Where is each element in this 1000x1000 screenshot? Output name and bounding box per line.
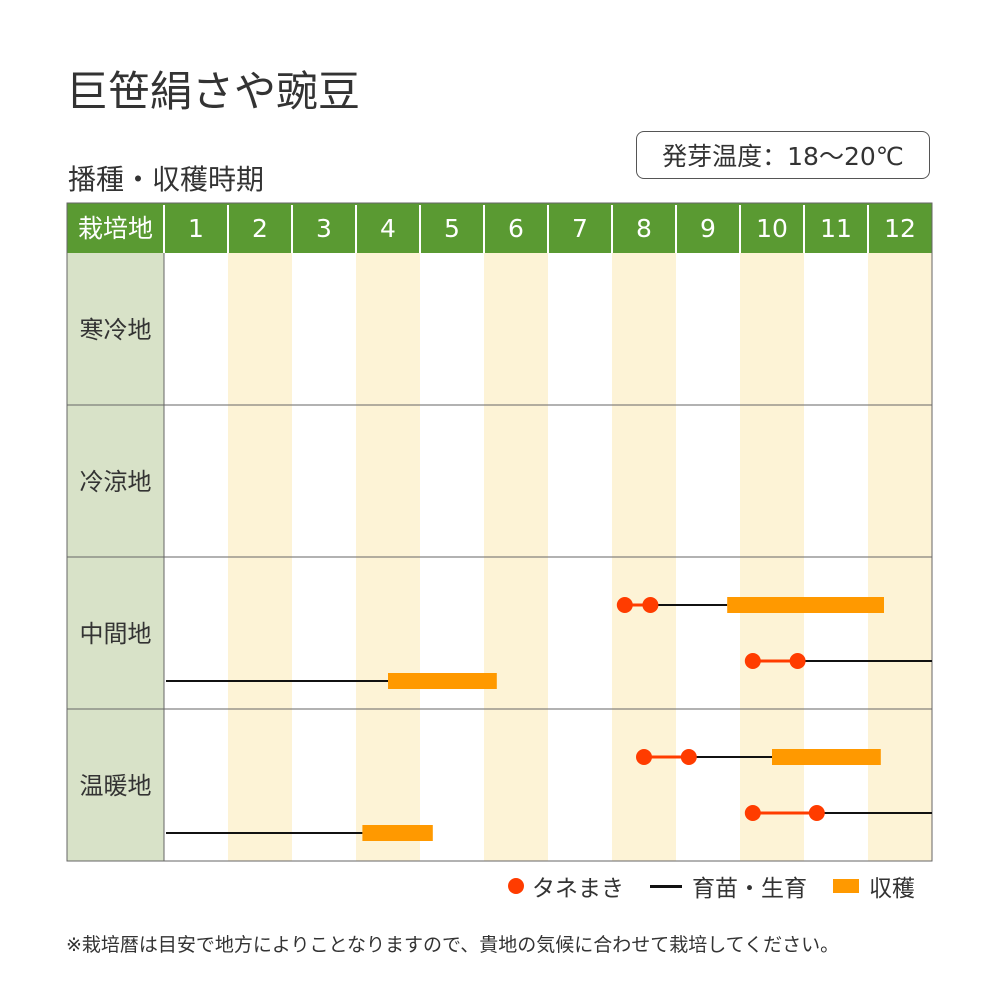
legend: タネまき 育苗・生育 収穫 [508,870,915,902]
legend-item-sowing: タネまき [508,869,624,903]
page-title: 巨笹絹さや豌豆 [66,67,361,116]
month-label-6: 6 [508,214,524,243]
sowing-start-dot [744,805,761,821]
legend-label-sowing: タネまき [532,876,624,902]
sowing-end-dot [789,653,806,669]
harvest-bar-icon [833,879,859,893]
harvest-bar [727,597,884,613]
sowing-end-dot [680,749,697,765]
legend-item-growth: 育苗・生育 [650,869,807,903]
sowing-end-dot [808,805,825,821]
month-header-row [67,203,932,253]
month-label-5: 5 [444,214,460,243]
region-label: 冷涼地 [80,468,152,496]
month-label-10: 10 [756,214,788,243]
sowing-start-dot [636,749,652,765]
growth-line-icon [650,884,682,888]
month-label-12: 12 [884,214,916,243]
legend-label-harvest: 収穫 [869,876,915,902]
harvest-bar [362,825,433,841]
legend-item-harvest: 収穫 [833,869,915,903]
harvest-bar [772,749,881,765]
month-label-9: 9 [700,214,716,243]
germination-temperature-badge: 発芽温度：18～20℃ [636,131,930,179]
calendar-border [66,202,933,862]
harvest-bar [388,673,497,689]
sowing-dot-icon [508,878,524,894]
month-label-7: 7 [572,214,588,243]
region-label: 寒冷地 [80,316,152,344]
month-label-1: 1 [188,214,204,243]
month-label-4: 4 [380,214,396,243]
month-label-3: 3 [316,214,332,243]
month-label-11: 11 [820,214,852,243]
sowing-start-dot [616,597,633,613]
region-label: 温暖地 [80,772,152,800]
sowing-start-dot [744,653,761,669]
legend-label-growth: 育苗・生育 [692,876,807,902]
region-header-label: 栽培地 [78,214,153,243]
month-label-2: 2 [252,214,268,243]
region-label: 中間地 [80,620,152,648]
month-label-8: 8 [636,214,652,243]
sowing-end-dot [642,597,659,613]
section-subtitle: 播種・収穫時期 [68,163,265,196]
footnote: ※栽培暦は目安で地方によりことなりますので、貴地の気候に合わせて栽培してください… [66,934,840,956]
